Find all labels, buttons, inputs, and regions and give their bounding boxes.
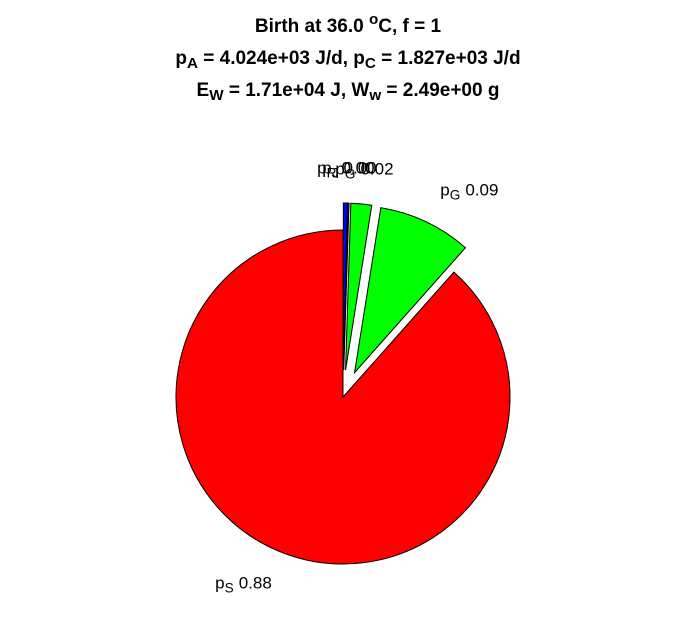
- text-part: S: [225, 581, 234, 596]
- text-part: p: [215, 574, 224, 593]
- pie-slice: [175, 229, 511, 565]
- pie-slice: [345, 202, 373, 371]
- text-part: p: [440, 181, 449, 200]
- slice-label: pG 0.02: [335, 160, 393, 182]
- text-part: A: [187, 55, 198, 72]
- text-part: W: [209, 87, 224, 104]
- pie-slice: [353, 207, 467, 375]
- text-part: p: [317, 159, 326, 178]
- text-part: C, f = 1: [378, 16, 441, 37]
- text-part: p: [175, 48, 187, 69]
- text-part: C: [365, 55, 376, 72]
- chart-title: EW = 1.71e+04 J, Ww = 2.49e+00 g: [197, 80, 500, 104]
- text-part: E: [197, 80, 210, 101]
- text-part: w: [368, 87, 381, 104]
- chart-title: Birth at 36.0 oC, f = 1: [255, 11, 442, 37]
- text-part: G: [450, 188, 461, 203]
- text-part: = 2.49e+00 g: [381, 80, 499, 101]
- slice-label: pR 0.00: [317, 159, 374, 181]
- slice-label: pS 0.88: [215, 574, 272, 596]
- slice-label: pJ 0.00: [322, 159, 376, 181]
- text-part: G: [345, 167, 356, 182]
- chart-title: pA = 4.024e+03 J/d, pC = 1.827e+03 J/d: [175, 48, 520, 72]
- text-part: = 1.71e+04 J, W: [224, 80, 370, 101]
- pie-slice: [343, 202, 350, 371]
- text-part: = 4.024e+03 J/d, p: [198, 48, 365, 69]
- text-part: R: [327, 166, 337, 181]
- slice-label: pG 0.09: [440, 181, 498, 203]
- slice-value: 0.09: [465, 181, 498, 200]
- text-part: = 1.827e+03 J/d: [376, 48, 521, 69]
- text-part: J: [332, 166, 339, 181]
- text-part: p: [322, 159, 331, 178]
- text-part: p: [335, 160, 344, 179]
- slice-value: 0.02: [360, 160, 393, 179]
- slice-value: 0.88: [239, 574, 272, 593]
- slice-value: 0.00: [344, 159, 377, 178]
- text-part: o: [369, 11, 378, 28]
- slice-value: 0.00: [341, 159, 374, 178]
- text-part: Birth at 36.0: [255, 16, 369, 37]
